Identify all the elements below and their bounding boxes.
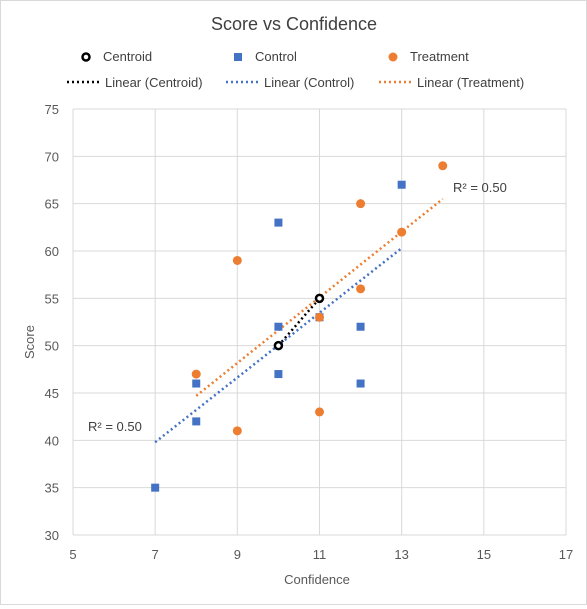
legend-marker xyxy=(388,52,398,62)
y-axis-title: Score xyxy=(22,325,37,359)
data-point xyxy=(314,293,325,304)
data-point xyxy=(356,322,365,331)
r-squared-label: R² = 0.50 xyxy=(88,419,142,434)
x-tick-label: 7 xyxy=(152,547,159,562)
data-point xyxy=(356,284,366,294)
legend-label: Linear (Control) xyxy=(264,75,354,90)
chart-title: Score vs Confidence xyxy=(211,14,377,34)
legend-label: Centroid xyxy=(103,49,152,64)
y-tick-label: 45 xyxy=(45,386,59,401)
x-axis-title: Confidence xyxy=(284,572,350,587)
data-point xyxy=(232,426,242,436)
data-point xyxy=(273,340,284,351)
legend-label: Linear (Treatment) xyxy=(417,75,524,90)
data-point xyxy=(356,199,366,209)
data-points xyxy=(151,161,448,492)
legend: Centroid Control Treatment Linear (Centroid… xyxy=(67,49,524,90)
x-tick-label: 17 xyxy=(559,547,573,562)
y-tick-label: 70 xyxy=(45,149,59,164)
y-tick-label: 55 xyxy=(45,291,59,306)
data-point xyxy=(274,322,283,331)
data-point xyxy=(191,369,201,379)
x-tick-label: 15 xyxy=(477,547,491,562)
y-tick-label: 50 xyxy=(45,339,59,354)
data-point xyxy=(274,370,283,379)
trendline xyxy=(277,297,321,347)
axis-tick-labels: 30 35 40 45 50 55 60 65 70 75 5 7 9 11 13 15 17 xyxy=(45,102,574,562)
data-point xyxy=(438,161,448,171)
data-point xyxy=(274,218,283,227)
r-squared-label: R² = 0.50 xyxy=(453,180,507,195)
data-point xyxy=(192,379,201,388)
data-point xyxy=(397,227,407,237)
r-squared-labels: R² = 0.50 R² = 0.50 xyxy=(88,180,507,434)
y-tick-label: 35 xyxy=(45,481,59,496)
data-point xyxy=(315,407,324,417)
data-point xyxy=(356,379,365,388)
data-point xyxy=(397,180,406,189)
x-tick-label: 9 xyxy=(234,547,241,562)
x-tick-label: 11 xyxy=(313,547,327,562)
legend-label: Treatment xyxy=(410,49,469,64)
y-tick-label: 60 xyxy=(45,244,59,259)
y-tick-label: 65 xyxy=(45,197,59,212)
data-point xyxy=(192,417,201,426)
data-point xyxy=(151,483,160,492)
legend-marker xyxy=(81,52,91,62)
y-tick-label: 40 xyxy=(45,433,59,448)
data-point xyxy=(232,255,242,265)
gridlines xyxy=(72,108,567,536)
data-point xyxy=(315,312,324,322)
legend-label: Control xyxy=(255,49,297,64)
y-tick-label: 75 xyxy=(45,102,59,117)
x-tick-label: 5 xyxy=(69,547,76,562)
legend-label: Linear (Centroid) xyxy=(105,75,203,90)
x-tick-label: 13 xyxy=(394,547,408,562)
y-tick-label: 30 xyxy=(45,528,59,543)
legend-marker xyxy=(234,53,242,61)
